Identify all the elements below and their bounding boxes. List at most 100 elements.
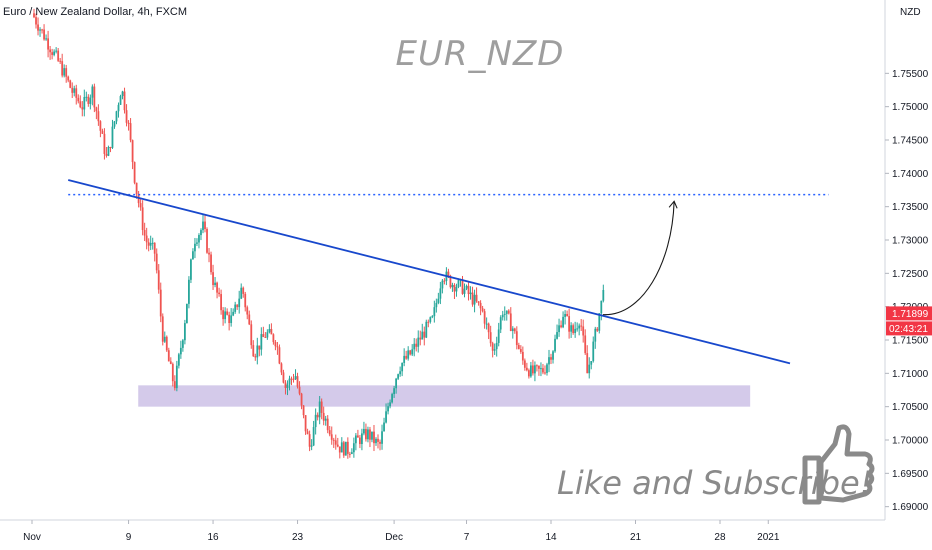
candle (356, 429, 359, 438)
candle (226, 308, 229, 316)
candle (503, 306, 506, 321)
candle (41, 28, 43, 34)
candle (415, 338, 418, 352)
candle (590, 361, 593, 370)
drawings-layer (67, 179, 829, 365)
candle (529, 361, 532, 378)
time-tick-label: 23 (292, 532, 304, 543)
candle (562, 311, 564, 329)
candle (379, 439, 381, 451)
candle (151, 237, 154, 250)
candle (334, 434, 337, 450)
candle (540, 362, 542, 377)
candle (250, 320, 253, 349)
candle (441, 278, 444, 294)
candle (204, 215, 206, 233)
candle (125, 104, 128, 127)
candle (33, 8, 35, 19)
thumbs-up-icon (802, 424, 875, 505)
candle (192, 248, 194, 260)
candle (435, 298, 438, 313)
candle (429, 316, 432, 324)
candle (411, 344, 414, 357)
price-tick-label: 1.71000 (892, 369, 929, 380)
candle (161, 313, 164, 346)
bar-countdown: 02:43:21 (889, 324, 928, 335)
candle (417, 330, 420, 353)
candle (320, 398, 323, 420)
candle (375, 437, 377, 446)
candle (276, 341, 279, 355)
price-tick-label: 1.74500 (892, 136, 929, 147)
candle (89, 94, 92, 110)
candle (298, 381, 301, 396)
countdown-tag-bg (886, 321, 932, 336)
support-zone[interactable] (138, 385, 751, 407)
candle (163, 331, 166, 343)
candle (39, 27, 41, 37)
time-axis[interactable]: Nov 9 16 23 Dec 7 14 21 28 2021 (0, 519, 885, 543)
candle (181, 338, 184, 352)
candle (300, 392, 303, 410)
time-tick-label: 7 (464, 532, 470, 543)
candle (546, 362, 548, 376)
candle (222, 307, 225, 326)
candle (513, 327, 516, 334)
candle (45, 34, 47, 41)
candle (350, 448, 353, 455)
candle (346, 437, 349, 459)
candle (230, 308, 233, 327)
candle (83, 89, 86, 117)
candle (401, 362, 404, 377)
price-axis[interactable]: NZD 1.75500 1.75000 1.74500 1.74000 1.73500 1… (884, 0, 932, 550)
candle (284, 380, 287, 395)
candle (212, 264, 214, 290)
candle (582, 319, 585, 343)
candle (600, 300, 603, 321)
candle (473, 289, 476, 313)
candle (344, 441, 347, 456)
candle (266, 329, 269, 340)
symbol-title[interactable]: Euro / New Zealand Dollar, 4h, FXCM (3, 6, 187, 18)
candle (485, 317, 488, 330)
candle (129, 118, 132, 143)
time-tick-label: Dec (385, 532, 403, 543)
candle (487, 322, 490, 340)
candle (316, 412, 319, 421)
candle (405, 350, 408, 360)
candle (588, 357, 591, 379)
candle (338, 446, 341, 459)
candle (179, 340, 182, 359)
candle (113, 120, 116, 129)
candle (117, 102, 120, 118)
candle (560, 320, 562, 329)
price-tick-label: 1.71500 (892, 336, 929, 347)
candle (542, 363, 544, 375)
price-tick-label: 1.74000 (892, 169, 929, 180)
candle (105, 147, 108, 158)
candle (65, 64, 68, 83)
candle (419, 330, 422, 346)
time-tick-label: Nov (23, 532, 41, 543)
price-tick-label: 1.72500 (892, 269, 929, 280)
price-tick-label: 1.70000 (892, 436, 929, 447)
candle (173, 375, 176, 391)
candle (290, 376, 293, 386)
candle (387, 402, 389, 415)
current-price-value: 1.71899 (892, 309, 929, 320)
candle (183, 319, 186, 345)
support-zone-layer (138, 385, 751, 407)
time-tick-label: 2021 (757, 532, 780, 543)
candle (177, 352, 180, 369)
descending-trendline[interactable] (67, 179, 791, 365)
candle (377, 434, 379, 449)
candle (570, 322, 573, 338)
time-tick-label: 21 (630, 532, 642, 543)
candle (169, 357, 172, 365)
candle (463, 283, 466, 298)
candle (91, 84, 94, 106)
candle (190, 258, 192, 284)
candle (475, 287, 478, 303)
projection-arrow[interactable] (602, 201, 675, 316)
